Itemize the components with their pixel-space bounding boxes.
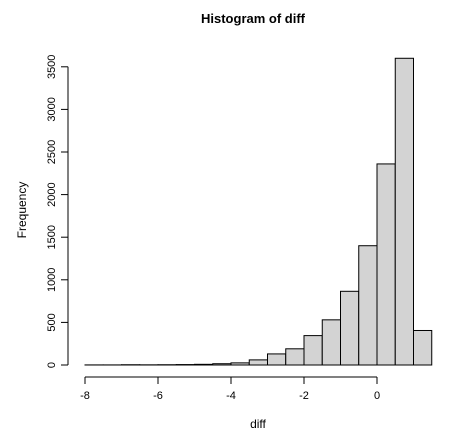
- histogram-bar: [194, 363, 214, 366]
- histogram-bar: [212, 363, 232, 366]
- histogram-bar: [358, 245, 378, 366]
- x-tick-label: -4: [226, 390, 236, 402]
- bars-group: [84, 57, 433, 366]
- x-axis-label: diff: [250, 417, 266, 431]
- x-tick-label: -6: [153, 390, 163, 402]
- histogram-bar: [267, 353, 287, 366]
- y-tick-label: 1000: [46, 268, 58, 292]
- y-tick-label: 500: [46, 313, 58, 331]
- chart-title: Histogram of diff: [201, 11, 306, 26]
- histogram-bar: [230, 362, 250, 366]
- x-tick-label: -2: [299, 390, 309, 402]
- histogram-bar: [376, 163, 396, 366]
- y-axis-label: Frequency: [15, 182, 29, 239]
- y-tick-label: 3000: [46, 97, 58, 121]
- histogram-bar: [303, 335, 323, 366]
- x-axis: -8 -6 -4 -2 0: [80, 376, 380, 402]
- x-tick-label: -8: [80, 390, 90, 402]
- x-tick-label: 0: [374, 390, 380, 402]
- y-tick-label: 1500: [46, 225, 58, 249]
- y-tick-label: 0: [46, 362, 58, 368]
- y-axis: 0 500 1000 1500 2000 2500 3000 3500: [46, 55, 69, 368]
- histogram-bar: [248, 359, 268, 366]
- y-tick-label: 2500: [46, 140, 58, 164]
- histogram-bar: [340, 290, 360, 366]
- histogram-bar: [285, 348, 305, 366]
- histogram-bar: [321, 319, 341, 366]
- y-tick-label: 3500: [46, 55, 58, 79]
- histogram-bar: [413, 329, 433, 366]
- histogram-bar: [394, 57, 414, 366]
- y-tick-label: 2000: [46, 182, 58, 206]
